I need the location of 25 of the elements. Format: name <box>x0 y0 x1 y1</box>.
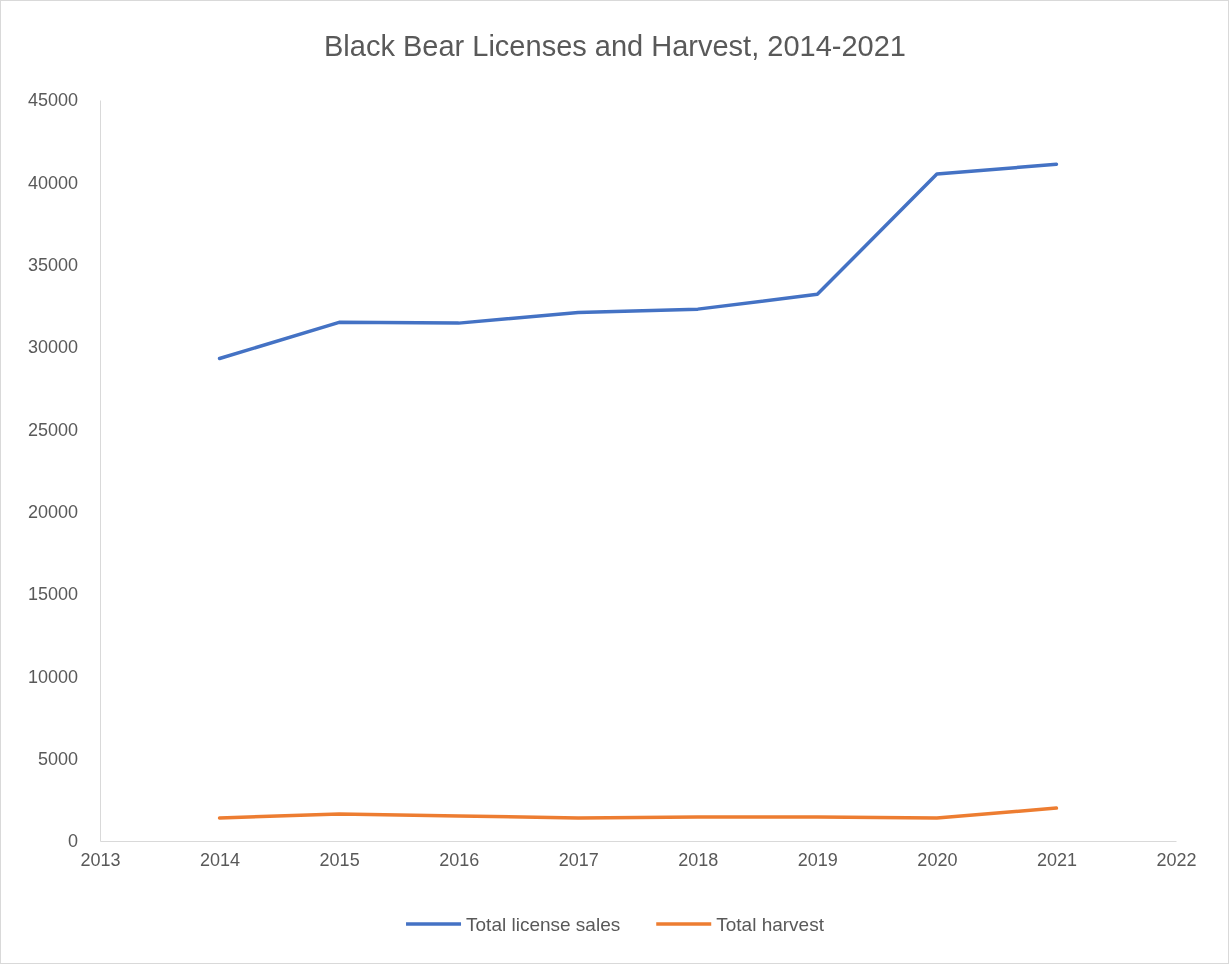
y-tick-label: 30000 <box>27 337 78 358</box>
y-tick-label: 15000 <box>27 584 78 605</box>
legend-label: Total license sales <box>466 914 621 935</box>
x-tick-label: 2016 <box>439 849 480 870</box>
y-tick-label: 20000 <box>27 501 78 522</box>
line-series <box>217 806 1059 820</box>
x-tick-label: 2013 <box>80 849 121 870</box>
y-tick-label: 5000 <box>37 748 78 769</box>
x-tick-label: 2014 <box>200 849 241 870</box>
y-tick-label: 10000 <box>27 666 78 687</box>
x-tick-label: 2021 <box>1036 849 1077 870</box>
x-tick-label: 2019 <box>797 849 838 870</box>
chart-title: Black Bear Licenses and Harvest, 2014-2021 <box>324 30 906 62</box>
x-tick-label: 2015 <box>319 849 360 870</box>
line-series <box>217 162 1059 361</box>
y-tick-label: 40000 <box>27 172 78 193</box>
x-tick-label: 2022 <box>1156 849 1197 870</box>
y-tick-label: 25000 <box>27 419 78 440</box>
x-tick-label: 2018 <box>678 849 719 870</box>
legend-label: Total harvest <box>716 914 825 935</box>
x-tick-label: 2020 <box>917 849 958 870</box>
y-tick-label: 0 <box>67 831 78 852</box>
y-tick-label: 45000 <box>27 90 78 111</box>
y-tick-label: 35000 <box>27 254 78 275</box>
x-tick-label: 2017 <box>558 849 599 870</box>
